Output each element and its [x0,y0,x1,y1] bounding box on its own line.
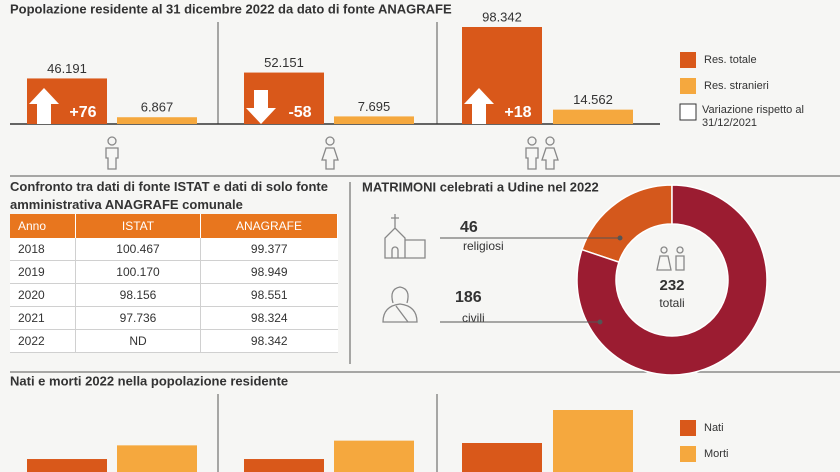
bar [553,109,633,124]
variation-label: -58 [288,104,311,121]
header-cell: Anno [10,214,76,238]
legend-label: Variazione rispetto al 31/12/2021 [702,104,804,129]
value-label: 6.867 [141,100,174,115]
value-label: 52.151 [264,55,304,70]
value-label: 14.562 [573,92,613,107]
table-cell: 97.736 [75,306,201,330]
table-cell: ND [75,329,201,353]
donut-total-label: totali [659,296,684,310]
table-title: Confronto tra dati di fonte ISTAT e dati… [10,179,328,212]
legend-swatch [680,420,696,436]
table-row: 2021 97.736 98.324 [10,306,338,330]
table-cell: 2022 [10,329,76,353]
table-cell: 98.551 [200,283,338,307]
value-label: 98.342 [482,9,522,24]
legend-swatch [680,446,696,462]
bar [244,459,324,472]
legend-label: Res. stranieri [704,80,769,92]
bar [462,443,542,472]
bar [27,459,107,472]
comparison-table: Anno ISTAT ANAGRAFE 2018 100.467 99.377 2019 10… [10,214,338,353]
bar [117,117,197,124]
table-cell: 98.156 [75,283,201,307]
marriage-icons [382,214,685,323]
person-icons [105,136,559,170]
table-title-box: Confronto tra dati di fonte ISTAT e dati… [10,179,328,212]
table-cell: 98.342 [200,329,338,353]
value-label: 7.695 [358,99,391,114]
variation-label: +76 [69,104,96,121]
bar [334,440,414,472]
variation-arrow [246,90,276,124]
variation-arrow [29,88,59,124]
table-row: 2018 100.467 99.377 [10,238,338,261]
header-cell: ANAGRAFE [200,214,338,238]
chart-title: Nati e morti 2022 nella popolazione resi… [10,373,288,388]
donut-value: 186 [455,289,482,306]
bar [334,116,414,124]
variation-arrow [464,88,494,124]
table-cell: 98.324 [200,306,338,330]
bar [553,410,633,472]
table-cell: 2020 [10,283,76,307]
donut-category: religiosi [463,239,504,253]
chart-title: Popolazione residente al 31 dicembre 202… [10,1,452,16]
legend-label: Nati [704,422,724,434]
leader-lines [440,235,623,325]
legend-swatch [680,78,696,94]
donut-category: civili [462,311,485,325]
table-cell: 100.170 [75,260,201,284]
legend-swatch [680,52,696,68]
donut-total: 232 [659,277,684,294]
donut-segment [581,184,673,264]
legend-swatch [679,103,697,121]
legend-label: Res. totale [704,54,757,66]
table-cell: 2019 [10,260,76,284]
table-cell: 98.949 [200,260,338,284]
table-cell: 2021 [10,306,76,330]
table-row: 2020 98.156 98.551 [10,283,338,307]
table-row: 2019 100.170 98.949 [10,260,338,284]
bar [117,445,197,472]
table-row: 2022 ND 98.342 [10,329,338,353]
value-label: 46.191 [47,61,87,76]
variation-label: +18 [504,104,531,121]
chart-title: MATRIMONI celebrati a Udine nel 2022 [362,179,599,194]
table-cell: 99.377 [200,238,338,261]
donut-value: 46 [460,219,478,236]
separators [10,22,840,472]
header-row: Anno ISTAT ANAGRAFE [10,214,338,238]
legend-label: Morti [704,448,728,460]
legend-label-box: Variazione rispetto al 31/12/2021 [702,104,804,129]
header-cell: ISTAT [75,214,201,238]
table-cell: 2018 [10,238,76,261]
donut-segment [576,184,768,376]
table-cell: 100.467 [75,238,201,261]
